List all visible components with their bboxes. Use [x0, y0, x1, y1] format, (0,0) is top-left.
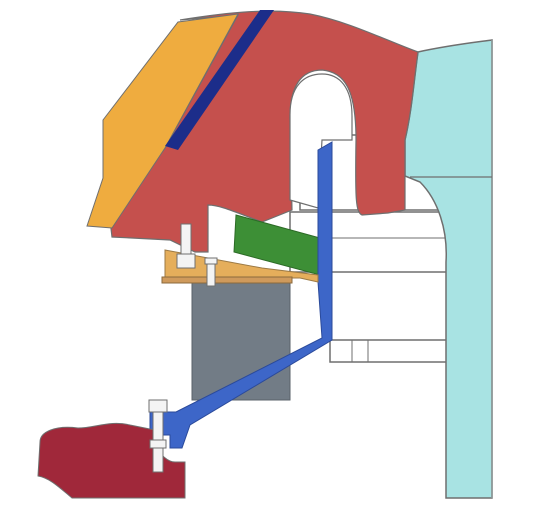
rotor-body: [109, 10, 419, 253]
orange-wear-liner: [86, 13, 239, 229]
rotor-keyhole-slot: [289, 73, 353, 209]
small-bolt: [204, 257, 218, 287]
white-lower-strut: [329, 339, 451, 363]
top-bolt: [176, 223, 196, 269]
brown-plate: [161, 276, 293, 284]
blue-support-frame: [149, 141, 333, 449]
blue-liner-strip: [165, 10, 274, 150]
bottom-bolt: [148, 399, 168, 473]
